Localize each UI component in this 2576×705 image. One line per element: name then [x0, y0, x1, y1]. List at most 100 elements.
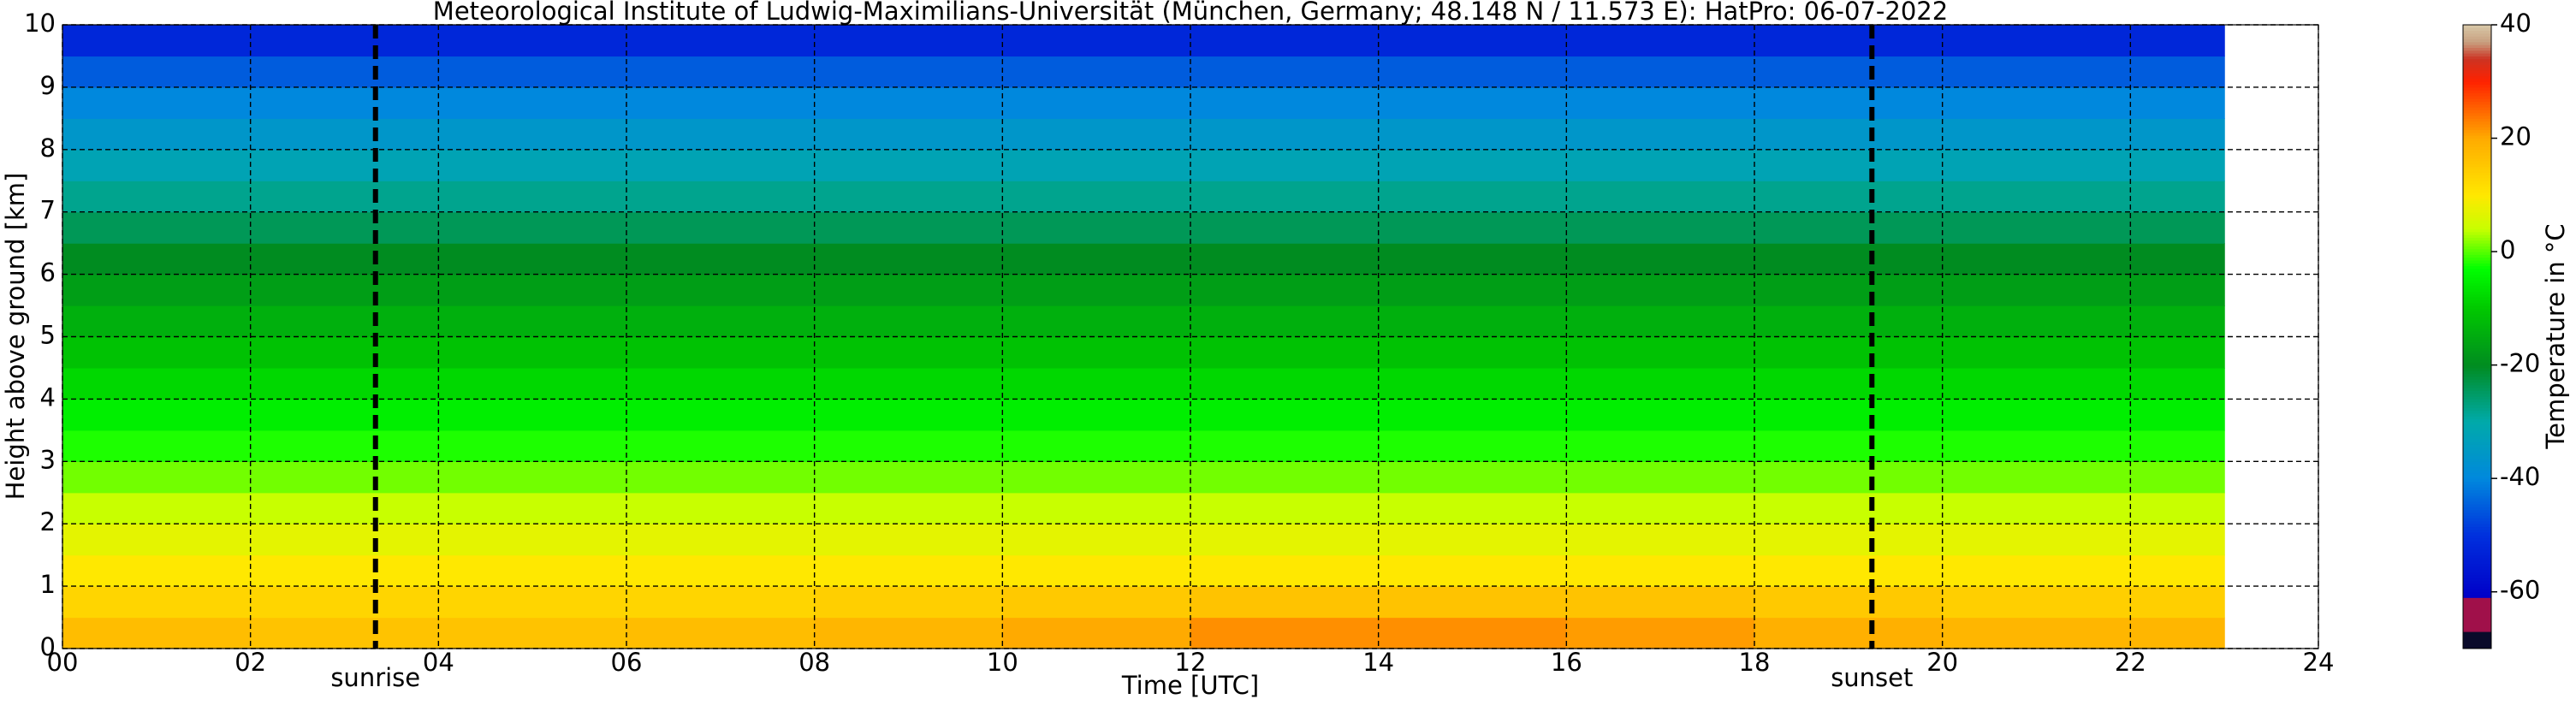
- colorbar-segment: [2463, 161, 2491, 164]
- heatmap-cell: [1566, 586, 1755, 619]
- colorbar-segment: [2463, 104, 2491, 108]
- colorbar-segment: [2463, 330, 2491, 335]
- colorbar-segment: [2463, 317, 2491, 321]
- heatmap-cell: [250, 586, 439, 619]
- colorbar-segment: [2463, 228, 2491, 233]
- colorbar-segment: [2463, 606, 2491, 610]
- colorbar-tick-label: -60: [2500, 576, 2540, 605]
- colorbar-segment: [2463, 58, 2491, 62]
- heatmap-cell: [1942, 243, 2131, 275]
- heatmap-cell: [814, 56, 1003, 88]
- colorbar-segment: [2463, 345, 2491, 349]
- colorbar-segment: [2463, 118, 2491, 122]
- heatmap-cell: [1754, 25, 1944, 57]
- colorbar-segment: [2463, 144, 2491, 147]
- heatmap-cell: [814, 336, 1003, 369]
- heatmap-cell: [1754, 617, 1944, 649]
- heatmap-cell: [1566, 211, 1755, 244]
- y-tick-label: 8: [40, 133, 56, 163]
- heatmap-cell: [1190, 399, 1380, 431]
- colorbar-segment: [2463, 166, 2491, 170]
- heatmap-cell: [1190, 430, 1380, 462]
- heatmap-cell: [814, 430, 1003, 462]
- colorbar-tick-label: -40: [2500, 462, 2540, 491]
- colorbar-segment: [2463, 418, 2491, 423]
- colorbar-segment: [2463, 554, 2491, 559]
- colorbar-segment: [2463, 631, 2491, 635]
- colorbar-segment: [2463, 70, 2491, 74]
- heatmap-cell: [1002, 367, 1191, 400]
- colorbar-segment: [2463, 509, 2491, 513]
- heatmap-cell: [626, 25, 816, 57]
- colorbar-segment: [2463, 504, 2491, 507]
- colorbar-segment: [2463, 260, 2491, 264]
- heatmap-cell: [1002, 336, 1191, 369]
- colorbar-segment: [2463, 95, 2491, 99]
- heatmap-cell: [2130, 56, 2225, 88]
- colorbar-segment: [2463, 441, 2491, 445]
- heatmap-cell: [438, 524, 627, 556]
- colorbar-segment: [2463, 90, 2491, 94]
- heatmap-cell: [1190, 56, 1380, 88]
- heatmap-cell: [1190, 617, 1380, 649]
- heatmap-cell: [1754, 554, 1944, 587]
- heatmap-cell: [1566, 118, 1755, 151]
- heatmap-cell: [438, 86, 627, 119]
- colorbar-segment: [2463, 643, 2491, 647]
- colorbar-segment: [2463, 121, 2491, 125]
- heatmap-cell: [1566, 336, 1755, 369]
- heatmap-cell: [438, 149, 627, 181]
- colorbar-segment: [2463, 84, 2491, 88]
- heatmap-cell: [62, 181, 252, 213]
- heatmap-cell: [1942, 492, 2131, 524]
- x-tick-label: 06: [611, 648, 643, 677]
- heatmap-cell: [438, 181, 627, 213]
- heatmap-cell: [2130, 181, 2225, 213]
- heatmap-cell: [1566, 243, 1755, 275]
- heatmap-cell: [1566, 617, 1755, 649]
- colorbar-segment: [2463, 520, 2491, 524]
- colorbar-segment: [2463, 81, 2491, 86]
- colorbar-segment: [2463, 86, 2491, 91]
- colorbar-segment: [2463, 447, 2491, 451]
- heatmap-cell: [1002, 149, 1191, 181]
- colorbar-segment: [2463, 444, 2491, 448]
- colorbar-segment: [2463, 453, 2491, 457]
- colorbar-segment: [2463, 297, 2491, 300]
- heatmap: [62, 25, 2225, 649]
- heatmap-cell: [62, 524, 252, 556]
- colorbar-segment: [2463, 421, 2491, 425]
- heatmap-cell: [1566, 25, 1755, 57]
- colorbar-segment: [2463, 192, 2491, 196]
- colorbar-segment: [2463, 44, 2491, 49]
- heatmap-cell: [438, 399, 627, 431]
- colorbar-segment: [2463, 492, 2491, 496]
- heatmap-cell: [1378, 586, 1567, 619]
- colorbar-segment: [2463, 231, 2491, 235]
- heatmap-cell: [2130, 492, 2225, 524]
- colorbar-segment: [2463, 351, 2491, 354]
- heatmap-cell: [1002, 211, 1191, 244]
- heatmap-cell: [62, 554, 252, 587]
- heatmap-cell: [62, 617, 252, 649]
- x-tick-label: 14: [1362, 648, 1394, 677]
- heatmap-cell: [1942, 524, 2131, 556]
- heatmap-cell: [1754, 461, 1944, 494]
- heatmap-cell: [1754, 118, 1944, 151]
- colorbar-tick-label: 40: [2500, 9, 2531, 38]
- heatmap-cell: [2130, 524, 2225, 556]
- heatmap-cell: [1002, 181, 1191, 213]
- heatmap-cell: [1942, 305, 2131, 338]
- heatmap-cell: [250, 86, 439, 119]
- heatmap-cell: [1002, 492, 1191, 524]
- colorbar-segment: [2463, 399, 2491, 403]
- colorbar-segment: [2463, 243, 2491, 246]
- colorbar-segment: [2463, 382, 2491, 386]
- heatmap-cell: [1378, 367, 1567, 400]
- colorbar-segment: [2463, 578, 2491, 581]
- heatmap-cell: [814, 554, 1003, 587]
- colorbar-segment: [2463, 634, 2491, 638]
- colorbar-segment: [2463, 27, 2491, 32]
- heatmap-cell: [626, 149, 816, 181]
